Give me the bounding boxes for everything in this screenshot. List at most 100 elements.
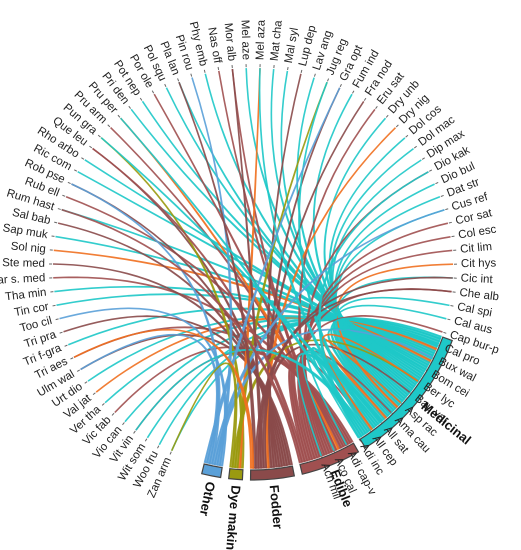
- chord-pru-per-edible: [120, 117, 340, 451]
- species-label-mel-aza: Mel aza: [254, 19, 267, 60]
- chord-aco-cal-medicinal: [301, 350, 382, 452]
- species-tick-lav-ang: [313, 73, 316, 77]
- chord-mel-aza-medicinal: [258, 68, 372, 433]
- species-tick-dio-kak: [428, 169, 433, 172]
- chord-pun-gra-dye-making: [100, 137, 245, 469]
- species-tick-nas-off: [217, 66, 220, 71]
- category-arc-edible: [299, 442, 360, 475]
- chord-fum-ind-medicinal: [312, 93, 413, 394]
- species-tick-pru-per: [117, 114, 121, 118]
- chord-asp-rac-medicinal: [321, 338, 402, 421]
- chord-gra-opt-other: [203, 87, 341, 464]
- species-tick-cap-bur-p: [443, 331, 447, 334]
- species-tick-rum-hast: [57, 208, 61, 210]
- species-tick-val-jat: [92, 392, 96, 396]
- chord-eru-sat-edible: [298, 108, 376, 455]
- chord-pla-lan-fodder: [178, 81, 257, 469]
- chord-cal-aus-medicinal: [332, 304, 447, 415]
- species-tick-pru-arm: [107, 124, 111, 128]
- chord-che-alb-edible: [299, 288, 452, 460]
- species-tick-dio-bul: [435, 182, 439, 185]
- species-tick-wit-som: [144, 438, 148, 442]
- species-tick-rho-arbo: [81, 157, 85, 160]
- chord-bom-cei-medicinal: [327, 327, 426, 419]
- chord-dio-kak-medicinal: [318, 171, 429, 439]
- chords-layer: [52, 68, 454, 469]
- species-tick-dry-unb: [385, 114, 389, 118]
- species-tick-tri-pra: [59, 331, 63, 334]
- chord-ulm-wal-fodder: [80, 334, 293, 466]
- species-tick-tin-cor: [52, 304, 56, 307]
- species-label-che-alb: Che alb: [459, 287, 500, 304]
- species-tick-jug-reg: [327, 78, 330, 82]
- category-label-fodder: Fodder: [267, 484, 286, 529]
- chord-gra-opt-fodder: [267, 87, 341, 468]
- species-tick-vic-fab: [111, 412, 115, 416]
- chord-val-jat-medicinal: [95, 316, 438, 393]
- chord-tha-min-medicinal: [54, 285, 433, 362]
- category-label-dye-making: Dye making: [223, 485, 244, 550]
- category-arc-dye-making: [228, 468, 244, 481]
- species-label-cit-hys: Cit hys: [461, 257, 497, 270]
- chord-too-cil-other: [59, 307, 228, 467]
- chord-cus-ref-other: [211, 209, 445, 466]
- species-label-tar-s-med: Tar s. med: [0, 272, 46, 287]
- chord-cor-sat-edible: [303, 222, 449, 457]
- species-tick-pot-nep: [139, 97, 143, 101]
- chord-tri-aes-fodder: [73, 328, 255, 469]
- chord-mel-aza-dye-making: [236, 68, 261, 469]
- species-tick-rob-pse: [67, 181, 71, 185]
- species-label-tha-min: Tha min: [4, 287, 47, 304]
- species-tick-pri-den: [128, 105, 132, 109]
- species-tick-vit-vin: [133, 430, 136, 434]
- chord-cic-int-fodder: [257, 276, 453, 469]
- species-tick-gra-opt: [339, 83, 342, 88]
- chord-cus-ref-medicinal: [334, 209, 445, 408]
- chord-jug-reg-dye-making: [234, 81, 328, 469]
- chord-cap-bur-p-edible: [297, 315, 443, 461]
- species-tick-zan-arm: [169, 451, 172, 455]
- species-tick-ric-com: [73, 169, 78, 172]
- species-label-sol-nig: Sol nig: [10, 241, 46, 256]
- category-arc-medicinal: [359, 336, 453, 449]
- species-tick-cus-ref: [445, 208, 449, 211]
- chord-dio-bul-medicinal: [333, 183, 435, 404]
- chord-dry-nig-fodder: [264, 127, 397, 469]
- chord-mel-aze-medicinal: [245, 68, 419, 386]
- species-tick-woo-fru: [157, 445, 160, 449]
- chord-rub-ell-edible: [65, 195, 345, 449]
- species-tick-ver-tha: [101, 402, 105, 406]
- chord-rob-pse-fodder: [71, 183, 283, 468]
- species-tick-por-ole: [151, 90, 155, 94]
- species-label-cit-lim: Cit lim: [460, 241, 493, 256]
- chord-all-sat-medicinal: [311, 346, 382, 436]
- category-arc-fodder: [249, 465, 296, 481]
- chord-pri-den-medicinal: [130, 108, 426, 375]
- species-tick-dol-mac: [413, 145, 417, 149]
- species-tick-cal-aus: [447, 318, 451, 321]
- species-tick-tri-f-gra: [64, 344, 68, 347]
- species-tick-pun-gra: [97, 134, 101, 138]
- chord-pun-gra-medicinal: [100, 137, 376, 430]
- species-label-cic-int: Cic int: [460, 272, 493, 286]
- chord-dry-unb-medicinal: [323, 117, 411, 396]
- chord-rum-hast-edible: [61, 208, 303, 464]
- species-tick-pol-squ: [164, 83, 167, 88]
- chord-zan-arm-dye-making: [170, 362, 238, 468]
- chord-ber-lyc-medicinal: [320, 333, 419, 432]
- chord-nas-off-edible: [218, 70, 335, 453]
- species-tick-dat-str: [440, 194, 444, 197]
- chord-rob-pse-other: [71, 183, 221, 465]
- species-tick-dry-nig: [395, 124, 399, 128]
- species-tick-adi-inc: [358, 438, 362, 442]
- chord-cit-lim-edible: [300, 249, 453, 459]
- species-tick-mal-syl: [287, 66, 289, 71]
- chord-adi-cap-v-medicinal: [306, 349, 384, 446]
- category-label-other: Other: [197, 480, 219, 517]
- species-tick-tri-aes: [70, 357, 74, 360]
- chord-pru-per-medicinal: [120, 117, 365, 438]
- species-tick-eru-sat: [375, 105, 378, 109]
- species-label-mel-aze: Mel aze: [239, 20, 252, 61]
- chord-dat-str-medicinal: [334, 196, 441, 406]
